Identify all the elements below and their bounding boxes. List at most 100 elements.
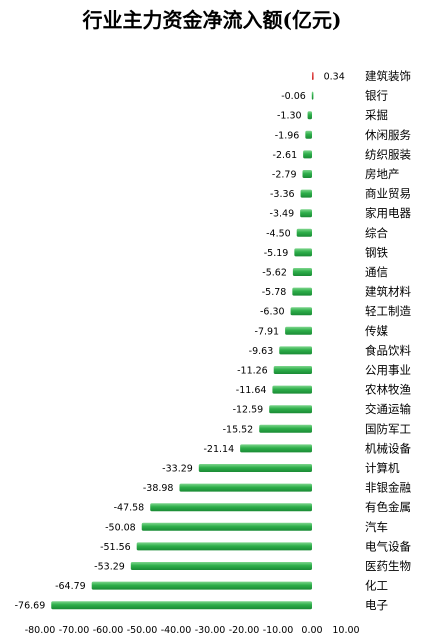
chart-title: 行业主力资金净流入额(亿元) bbox=[82, 8, 342, 32]
category-label-1: 建筑装饰 bbox=[365, 69, 411, 83]
value-label-12: -5.78 bbox=[262, 287, 287, 298]
bar-15 bbox=[279, 346, 312, 355]
category-label-18: 交通运输 bbox=[365, 402, 411, 416]
category-label-23: 有色金属 bbox=[365, 500, 411, 514]
category-label-25: 电气设备 bbox=[365, 539, 411, 553]
category-label-2: 银行 bbox=[365, 89, 388, 103]
category-label-24: 汽车 bbox=[365, 520, 388, 534]
value-label-24: -50.08 bbox=[105, 522, 136, 533]
bar-18 bbox=[269, 405, 312, 414]
value-label-26: -53.29 bbox=[94, 562, 125, 573]
category-label-28: 电子 bbox=[365, 598, 388, 612]
x-tick-9: 0.00 bbox=[301, 625, 322, 636]
category-label-21: 计算机 bbox=[365, 461, 400, 475]
bar-17 bbox=[272, 385, 312, 394]
value-label-6: -2.79 bbox=[272, 170, 297, 181]
bar-1 bbox=[312, 72, 314, 80]
bar-11 bbox=[292, 268, 312, 276]
value-label-20: -21.14 bbox=[203, 444, 234, 455]
value-label-17: -11.64 bbox=[236, 385, 267, 396]
bar-8 bbox=[300, 209, 312, 218]
value-label-28: -76.69 bbox=[15, 601, 46, 612]
x-tick-8: -10.00 bbox=[263, 625, 294, 636]
category-label-12: 建筑材料 bbox=[365, 285, 411, 299]
value-label-8: -3.49 bbox=[270, 209, 295, 220]
value-label-23: -47.58 bbox=[114, 503, 145, 514]
category-label-26: 医药生物 bbox=[365, 559, 411, 573]
bar-4 bbox=[305, 130, 312, 139]
value-label-21: -33.29 bbox=[162, 464, 193, 475]
value-label-3: -1.30 bbox=[277, 111, 302, 122]
bar-13 bbox=[290, 307, 312, 316]
category-label-6: 房地产 bbox=[365, 167, 400, 181]
value-labels-layer: 0.34 -0.06 -1.30 -1.96 -2.61 -2.79 -3.36 -3.49 -… bbox=[15, 72, 345, 612]
bar-28 bbox=[51, 601, 312, 610]
bar-10 bbox=[294, 248, 312, 257]
value-label-22: -38.98 bbox=[143, 483, 174, 494]
category-label-22: 非银金融 bbox=[365, 481, 411, 495]
category-label-3: 采掘 bbox=[365, 108, 388, 122]
category-label-19: 国防军工 bbox=[365, 422, 411, 436]
value-label-5: -2.61 bbox=[273, 150, 298, 161]
bar-21 bbox=[198, 464, 312, 472]
bar-26 bbox=[130, 562, 312, 570]
category-label-16: 公用事业 bbox=[365, 363, 411, 377]
value-label-2: -0.06 bbox=[281, 91, 306, 102]
bar-25 bbox=[136, 542, 312, 551]
bar-20 bbox=[240, 444, 312, 453]
category-labels-layer: 建筑装饰银行采掘休闲服务纺织服装房地产商业贸易家用电器综合钢铁通信建筑材料轻工制… bbox=[365, 69, 411, 612]
category-label-20: 机械设备 bbox=[365, 441, 411, 455]
x-tick-7: -20.00 bbox=[229, 625, 260, 636]
x-tick-4: -50.00 bbox=[127, 625, 158, 636]
category-label-11: 通信 bbox=[365, 265, 388, 279]
value-label-7: -3.36 bbox=[270, 189, 295, 200]
value-label-27: -64.79 bbox=[55, 581, 86, 592]
value-label-10: -5.19 bbox=[264, 248, 289, 259]
category-label-9: 综合 bbox=[365, 226, 388, 240]
bars-layer bbox=[51, 72, 314, 610]
category-label-10: 钢铁 bbox=[365, 245, 388, 259]
category-label-17: 农林牧渔 bbox=[365, 383, 411, 397]
bar-22 bbox=[179, 483, 312, 492]
category-label-8: 家用电器 bbox=[365, 206, 411, 220]
value-label-4: -1.96 bbox=[275, 130, 300, 141]
x-tick-2: -70.00 bbox=[59, 625, 90, 636]
value-label-11: -5.62 bbox=[262, 268, 287, 279]
bar-19 bbox=[259, 424, 312, 433]
category-label-14: 传媒 bbox=[365, 324, 388, 338]
bar-23 bbox=[150, 503, 312, 512]
value-label-16: -11.26 bbox=[237, 366, 268, 377]
bar-27 bbox=[91, 581, 313, 590]
bar-16 bbox=[273, 366, 312, 374]
value-label-13: -6.30 bbox=[260, 307, 285, 318]
bar-7 bbox=[300, 189, 312, 198]
bar-9 bbox=[296, 228, 312, 237]
category-label-4: 休闲服务 bbox=[365, 128, 411, 142]
bar-14 bbox=[285, 326, 312, 335]
value-label-14: -7.91 bbox=[255, 326, 280, 337]
bar-24 bbox=[141, 522, 312, 531]
bar-5 bbox=[303, 150, 312, 159]
bar-12 bbox=[292, 287, 312, 296]
value-label-9: -4.50 bbox=[266, 228, 291, 239]
value-label-1: 0.34 bbox=[324, 72, 345, 83]
category-label-27: 化工 bbox=[365, 579, 388, 593]
value-label-25: -51.56 bbox=[100, 542, 131, 553]
x-axis-ticks: -80.00 -70.00 -60.00 -50.00 -40.00 -30.00 -20.… bbox=[25, 625, 360, 636]
x-tick-1: -80.00 bbox=[25, 625, 56, 636]
x-tick-3: -60.00 bbox=[93, 625, 124, 636]
x-tick-10: 10.00 bbox=[332, 625, 359, 636]
x-tick-5: -40.00 bbox=[161, 625, 192, 636]
category-label-15: 食品饮料 bbox=[365, 343, 411, 357]
bar-2 bbox=[311, 91, 314, 100]
value-label-18: -12.59 bbox=[233, 405, 264, 416]
bar-3 bbox=[307, 111, 312, 120]
value-label-15: -9.63 bbox=[249, 346, 274, 357]
bar-6 bbox=[302, 170, 312, 178]
x-tick-6: -30.00 bbox=[195, 625, 226, 636]
category-label-13: 轻工制造 bbox=[365, 304, 411, 318]
value-label-19: -15.52 bbox=[223, 424, 254, 435]
category-label-5: 纺织服装 bbox=[365, 147, 411, 161]
